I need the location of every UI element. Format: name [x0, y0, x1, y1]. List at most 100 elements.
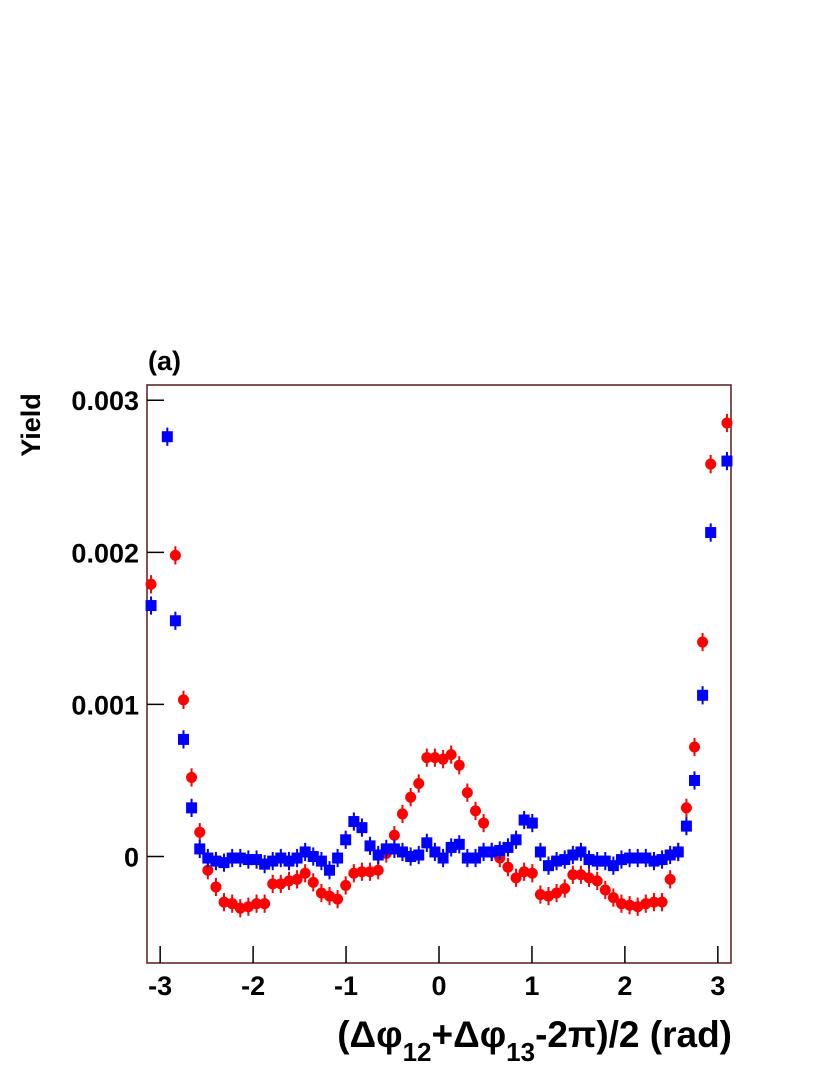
marker [470, 805, 482, 817]
x-label-sub: 12 [403, 1037, 432, 1067]
marker [470, 852, 482, 864]
marker [445, 841, 457, 853]
marker [567, 849, 579, 861]
marker [210, 881, 222, 893]
marker [356, 822, 368, 834]
marker [388, 829, 400, 841]
marker [559, 882, 571, 894]
marker [259, 858, 271, 870]
marker [551, 855, 563, 867]
marker [145, 600, 157, 612]
marker [275, 852, 287, 864]
marker [364, 840, 376, 852]
marker [380, 843, 392, 855]
marker [429, 752, 441, 764]
marker [664, 873, 676, 885]
x-tick-label: 3 [710, 971, 725, 1001]
marker [194, 843, 206, 855]
marker [575, 846, 587, 858]
marker [461, 852, 473, 864]
marker [559, 854, 571, 866]
marker [421, 752, 433, 764]
marker [405, 851, 417, 863]
marker [202, 852, 214, 864]
marker [307, 876, 319, 888]
marker [251, 898, 263, 910]
marker [599, 855, 611, 867]
marker [242, 854, 254, 866]
x-tick-label: 0 [431, 971, 446, 1001]
marker [315, 855, 327, 867]
marker [591, 875, 603, 887]
marker [648, 855, 660, 867]
marker [291, 873, 303, 885]
marker [299, 846, 311, 858]
marker [169, 615, 181, 627]
marker [348, 816, 360, 828]
marker [486, 846, 498, 858]
marker [502, 841, 514, 853]
marker [721, 417, 733, 429]
marker [526, 867, 538, 879]
marker [307, 851, 319, 863]
marker [697, 689, 709, 701]
panel-label: (a) [148, 346, 181, 376]
marker [372, 849, 384, 861]
marker [283, 855, 295, 867]
marker [567, 869, 579, 881]
marker [680, 802, 692, 814]
marker [177, 733, 189, 745]
marker [542, 860, 554, 872]
marker [186, 802, 198, 814]
marker [656, 896, 668, 908]
marker [518, 866, 530, 878]
marker [388, 843, 400, 855]
marker [234, 852, 246, 864]
marker [624, 852, 636, 864]
marker [340, 834, 352, 846]
marker [705, 527, 717, 539]
marker [332, 893, 344, 905]
marker [421, 837, 433, 849]
marker [324, 864, 336, 876]
marker [615, 854, 627, 866]
x-tick-label: -1 [334, 971, 358, 1001]
marker [299, 867, 311, 879]
marker [437, 852, 449, 864]
marker [145, 578, 157, 590]
marker [632, 852, 644, 864]
marker [202, 864, 214, 876]
marker [656, 854, 668, 866]
marker [291, 852, 303, 864]
marker [494, 844, 506, 856]
x-tick-label: -3 [148, 971, 172, 1001]
marker [226, 852, 238, 864]
y-tick-label: 0.001 [71, 690, 139, 720]
marker [218, 896, 230, 908]
marker [413, 778, 425, 790]
marker [591, 855, 603, 867]
marker [526, 817, 538, 829]
x-tick-label: 1 [524, 971, 539, 1001]
marker [583, 854, 595, 866]
y-tick-label: 0.003 [71, 386, 139, 416]
marker [599, 884, 611, 896]
y-tick-label: 0.002 [71, 538, 139, 568]
marker [437, 753, 449, 765]
marker [664, 849, 676, 861]
marker [607, 892, 619, 904]
marker [689, 774, 701, 786]
marker [405, 791, 417, 803]
marker [372, 864, 384, 876]
marker [332, 852, 344, 864]
y-axis-label: Yield [16, 393, 46, 457]
marker [396, 808, 408, 820]
marker [697, 636, 709, 648]
marker [445, 749, 457, 761]
marker [461, 787, 473, 799]
marker [356, 866, 368, 878]
marker [169, 549, 181, 561]
marker [518, 814, 530, 826]
marker [453, 759, 465, 771]
